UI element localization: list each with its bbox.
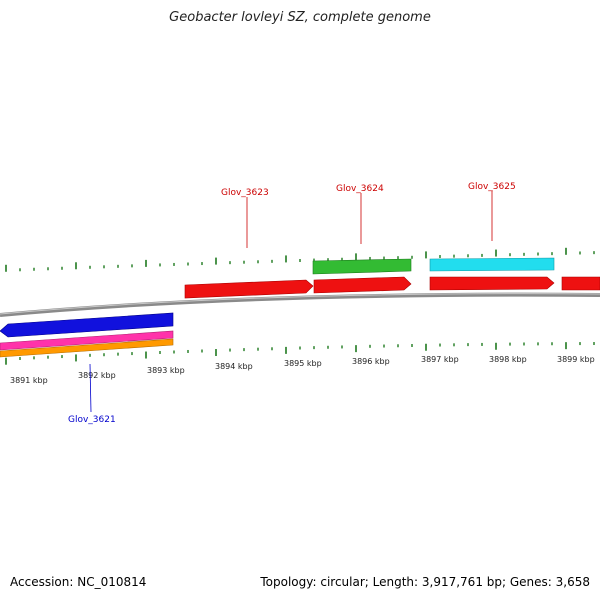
scale-labels: 3891 kbp 3892 kbp 3893 kbp 3894 kbp 3895… [10,355,595,385]
upper-tick-row [5,247,595,272]
gene-arrow-glov-3623[interactable] [184,279,314,299]
gene-arrow-glov-3624[interactable] [313,276,412,294]
forward-annotation-track [312,257,555,275]
lower-tick-row [5,342,595,365]
scale-label: 3892 kbp [78,371,116,380]
gene-arrow-glov-3625[interactable] [429,276,555,291]
genome-backbone-highlight [0,293,600,315]
gene-arrow-glov-3621[interactable] [0,312,174,338]
annotation-bar-magenta[interactable] [0,330,174,351]
scale-label: 3895 kbp [284,359,322,368]
gene-label-glov-3623[interactable]: Glov_3623 [221,188,269,198]
gene-labels: Glov_3623 Glov_3624 Glov_3625 Glov_3621 [68,182,516,425]
genome-backbone [0,292,600,317]
reverse-annotation-track [0,330,174,358]
genome-summary-text: Topology: circular; Length: 3,917,761 bp… [260,575,590,589]
accession-text: Accession: NC_010814 [10,575,147,589]
label-leader-glov-3621 [89,363,92,413]
scale-label: 3898 kbp [489,355,527,364]
scale-label: 3897 kbp [421,355,459,364]
scale-label: 3896 kbp [352,357,390,366]
gene-label-glov-3624[interactable]: Glov_3624 [336,184,384,194]
map-title: Geobacter lovleyi SZ, complete genome [169,10,431,25]
gene-label-glov-3621[interactable]: Glov_3621 [68,415,116,425]
scale-label: 3899 kbp [557,355,595,364]
annotation-bar-cyan[interactable] [429,257,555,272]
gene-arrow-next[interactable] [561,276,600,291]
forward-gene-track [184,276,600,299]
scale-label: 3894 kbp [215,362,253,371]
reverse-gene-track [0,312,174,338]
scale-label: 3893 kbp [147,366,185,375]
gene-label-glov-3625[interactable]: Glov_3625 [468,182,516,192]
annotation-bar-orange[interactable] [0,338,174,358]
scale-label: 3891 kbp [10,376,48,385]
annotation-bar-green[interactable] [312,258,412,275]
